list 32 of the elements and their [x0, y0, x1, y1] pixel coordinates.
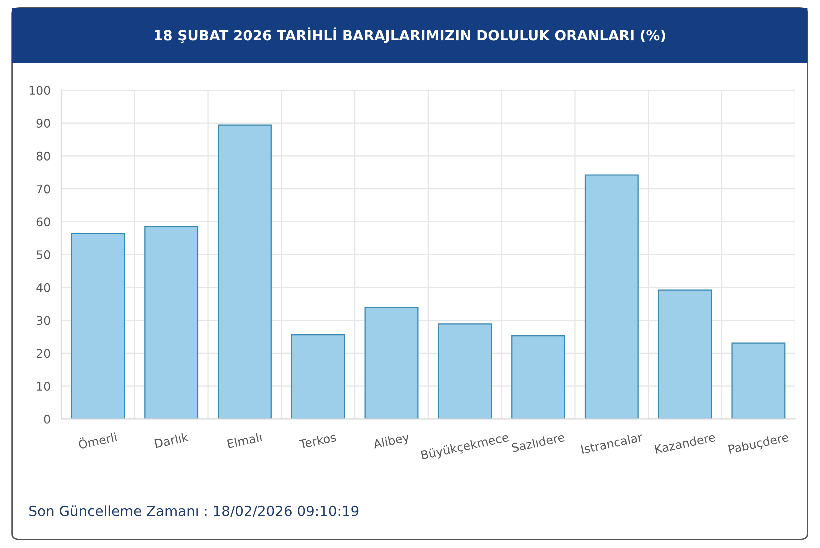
bar	[732, 342, 786, 420]
y-tick-label: 90	[36, 119, 50, 128]
chart-title: 18 ŞUBAT 2026 TARİHLİ BARAJLARIMIZIN DOLULUK ORANLARI (%)	[155, 28, 666, 44]
y-tick-label: 40	[36, 283, 50, 292]
bar	[438, 324, 492, 420]
bar	[144, 226, 199, 420]
x-tick-label: Alibey	[372, 432, 410, 452]
bar	[512, 335, 566, 420]
y-tick-label: 20	[36, 349, 50, 358]
x-tick-label: Sazlıdere	[512, 432, 566, 452]
y-tick-label: 0	[44, 414, 50, 424]
x-tick-label: Pabuçdere	[728, 432, 790, 456]
y-tick-label: 70	[37, 184, 50, 194]
x-tick-label: Darlık	[154, 432, 190, 448]
text: Son Güncelleme Zamanı : 18/02/2026 09:10:19	[30, 506, 359, 518]
y-tick-label: 60	[36, 218, 50, 227]
x-tick-label: Elmalı	[227, 432, 262, 449]
bar	[218, 124, 272, 420]
bar	[364, 307, 419, 420]
y-tick-label: 10	[37, 382, 50, 391]
y-tick-label: 50	[36, 250, 50, 260]
y-tick-label: 30	[36, 316, 50, 326]
x-tick-label: Kazandere	[654, 432, 716, 454]
bar	[71, 233, 126, 420]
y-tick-label: 100	[30, 86, 50, 96]
y-tick-label: 80	[36, 152, 50, 161]
x-tick-label: Ömerli	[78, 430, 118, 450]
x-tick-label: Istrancalar	[581, 432, 644, 454]
bar	[658, 290, 712, 420]
x-tick-label: Terkos	[298, 432, 337, 450]
bar	[584, 174, 639, 420]
bar	[291, 334, 346, 420]
